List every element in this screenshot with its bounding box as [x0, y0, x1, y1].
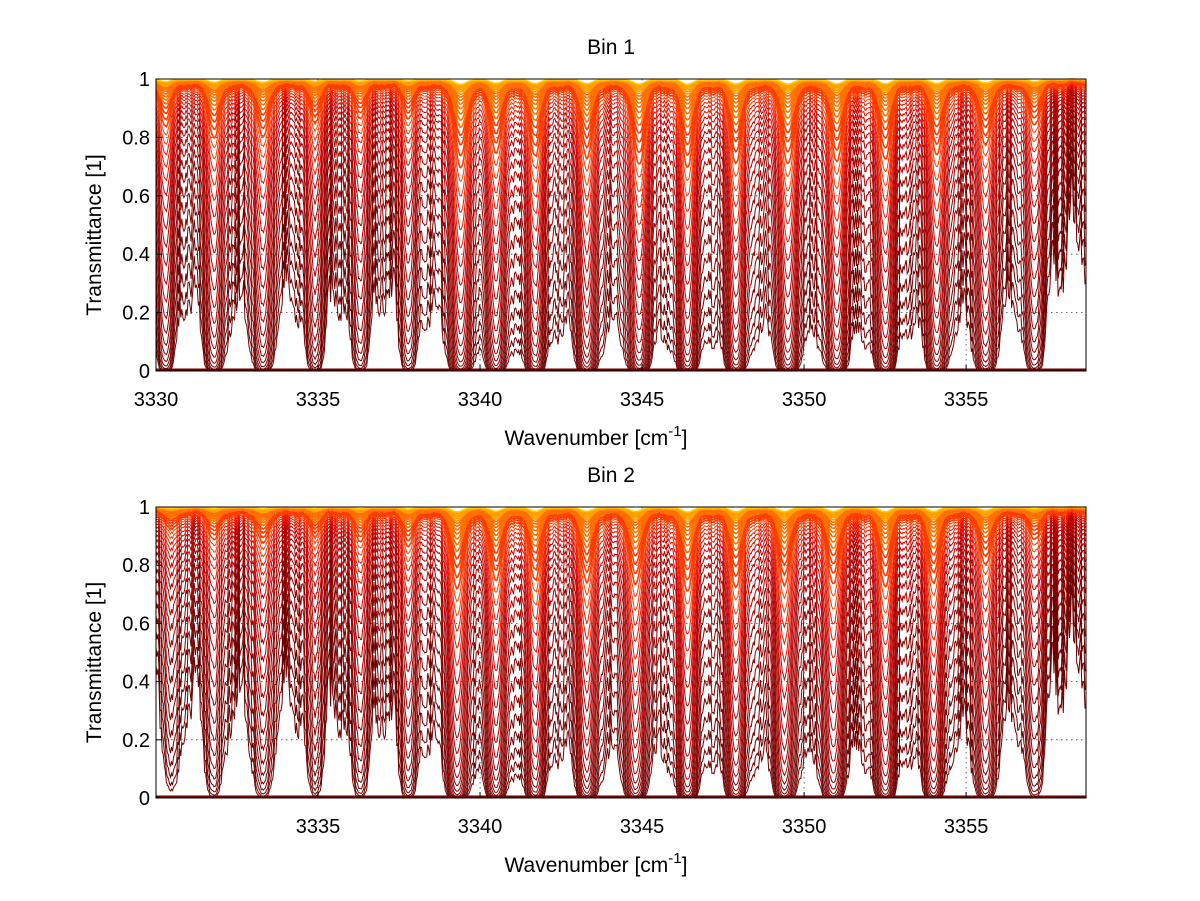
spectrum-series	[155, 80, 1087, 169]
spectrum-series	[155, 79, 1086, 121]
spectrum-series	[155, 90, 1087, 335]
spectrum-series	[155, 104, 1087, 367]
spectrum-series	[155, 512, 1087, 707]
spectrum-series	[155, 128, 1087, 372]
spectrum-series	[155, 84, 1087, 268]
x-axis-label-suffix: ]	[682, 427, 688, 450]
x-tick-label: 3335	[296, 389, 341, 411]
y-tick-label: 1	[139, 69, 150, 91]
spectrum-series	[155, 78, 1086, 115]
chart-title: Bin 2	[587, 464, 635, 487]
spectrum-series	[155, 513, 1087, 725]
x-tick-label: 3335	[296, 816, 341, 838]
y-tick-label: 0	[139, 788, 150, 810]
x-tick-label: 3345	[620, 389, 665, 411]
axes-frame	[155, 506, 1087, 799]
spectrum-series	[155, 78, 1086, 86]
axes-frame	[155, 78, 1087, 372]
spectrum-series	[155, 79, 1086, 137]
spectrum-series	[155, 80, 1087, 157]
spectrum-series	[155, 508, 1086, 605]
y-tick-label: 1	[139, 497, 150, 519]
y-tick-label: 0.4	[122, 244, 150, 266]
spectra-series-group	[155, 78, 1087, 372]
spectrum-series	[155, 518, 1087, 770]
x-tick-label: 3355	[944, 389, 989, 411]
spectrum-series	[155, 85, 1087, 286]
y-tick-label: 0.8	[122, 127, 150, 149]
spectrum-series	[155, 83, 1087, 249]
spectrum-series	[155, 507, 1086, 562]
x-axis-label: Wavenumber [cm-1]	[505, 850, 688, 877]
x-tick-label: 3350	[782, 816, 827, 838]
spectrum-series	[155, 79, 1086, 129]
spectrum-series	[155, 81, 1087, 182]
spectrum-series	[155, 507, 1086, 581]
spectrum-series	[155, 510, 1086, 652]
subplot-bin-1: 3330 3335 3340 3345 3350 3355 0 0.2 0.4 0.6 0.8 1 Bi…	[83, 36, 1087, 450]
chart-title: Bin 1	[587, 36, 635, 59]
x-tick-label: 3340	[458, 389, 503, 411]
x-axis-label-superscript: -1	[668, 850, 681, 867]
spectrum-series	[155, 88, 1087, 320]
spectrum-series	[155, 525, 1087, 788]
x-axis-label-text: Wavenumber [cm	[505, 854, 669, 877]
spectrum-series	[155, 97, 1087, 356]
y-tick-label: 0.4	[122, 672, 150, 694]
spectrum-series	[155, 509, 1086, 620]
spectra-series-group	[155, 506, 1087, 799]
y-tick-label: 0.2	[122, 730, 150, 752]
y-axis-label: Transmittance [1]	[83, 582, 106, 743]
spectrum-series	[155, 109, 1087, 370]
spectrum-series	[155, 510, 1087, 670]
spectrum-series	[155, 532, 1087, 796]
spectrum-series	[155, 528, 1087, 793]
x-axis-label-text: Wavenumber [cm	[505, 427, 669, 450]
spectrum-series	[155, 508, 1086, 593]
y-tick-label: 0.6	[122, 186, 150, 208]
spectrum-series	[155, 509, 1087, 635]
spectrum-series	[155, 81, 1087, 197]
y-tick-label: 0	[139, 361, 150, 383]
spectrum-series	[156, 506, 1086, 513]
y-tick-label: 0.8	[122, 555, 150, 577]
spectrum-series	[155, 82, 1087, 214]
spectrum-series	[155, 537, 1087, 798]
x-axis-label: Wavenumber [cm-1]	[505, 423, 688, 450]
spectrum-series	[155, 514, 1087, 742]
x-axis-label-superscript: -1	[668, 423, 681, 440]
spectrum-series	[155, 506, 1086, 536]
spectrum-series	[155, 506, 1086, 541]
spectrum-series	[155, 507, 1086, 571]
spectrum-series	[155, 516, 1087, 757]
spectrum-series	[155, 522, 1087, 780]
spectrum-series	[155, 92, 1087, 347]
x-tick-label: 3340	[458, 816, 503, 838]
x-axis-label-suffix: ]	[682, 854, 688, 877]
spectrum-series	[155, 120, 1087, 372]
spectrum-series	[155, 100, 1087, 363]
x-tick-label: 3355	[944, 816, 989, 838]
subplot-bin-2: 3335 3340 3345 3350 3355 0 0.2 0.4 0.6 0.8 1 Bin 2 W…	[83, 464, 1087, 877]
y-tick-label: 0.6	[122, 613, 150, 635]
spectrum-series	[155, 82, 1087, 231]
x-tick-label: 3350	[782, 389, 827, 411]
spectrum-series	[155, 79, 1087, 146]
x-tick-label: 3345	[620, 816, 665, 838]
spectrum-series	[155, 511, 1087, 689]
y-axis-label: Transmittance [1]	[83, 154, 106, 315]
spectrum-series	[155, 507, 1086, 554]
spectrum-series	[155, 114, 1087, 371]
spectrum-series	[155, 506, 1086, 547]
spectrum-series	[155, 87, 1087, 304]
y-tick-label: 0.2	[122, 303, 150, 325]
x-tick-label: 3330	[134, 389, 179, 411]
